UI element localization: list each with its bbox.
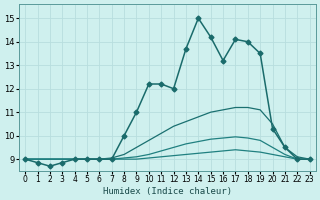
X-axis label: Humidex (Indice chaleur): Humidex (Indice chaleur) [103,187,232,196]
